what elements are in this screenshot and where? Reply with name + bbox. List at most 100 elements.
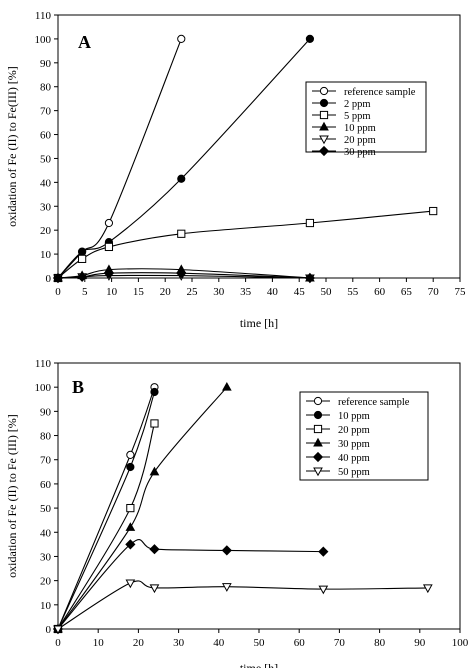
y-tick-label: 50 (40, 503, 52, 515)
plot-frame (57, 14, 461, 279)
data-point (77, 271, 88, 282)
series-40-ppm (52, 539, 329, 635)
legend-marker (318, 145, 330, 157)
data-point (176, 268, 187, 279)
data-point (103, 268, 115, 279)
x-tick-label: 10 (93, 637, 105, 649)
chart-panel-a: 0 5 10 15 20 25 30 35 40 45 50 55 60 65 70 75 0 10 20 30 40 5… (5, 10, 466, 330)
series-line (57, 386, 228, 630)
series-line (57, 272, 310, 279)
data-point (422, 584, 433, 594)
y-tick-label: 50 (40, 153, 52, 165)
x-tick-label: 75 (455, 286, 467, 298)
data-point (78, 247, 87, 256)
series-50-ppm (53, 579, 433, 635)
series-line (57, 268, 310, 279)
legend: reference sample 10 ppm 20 ppm 30 ppm 40 ppm… (299, 391, 429, 481)
legend-marker (313, 467, 323, 477)
y-tick-label: 100 (35, 34, 52, 46)
data-point (150, 387, 159, 397)
legend-marker (319, 86, 329, 96)
data-point (177, 229, 186, 238)
series-line (57, 210, 434, 279)
x-tick-label: 40 (267, 286, 279, 298)
series-2-ppm (53, 34, 315, 283)
data-point (52, 272, 64, 284)
series-line (57, 391, 156, 630)
legend-marker (319, 135, 329, 145)
y-axis-label: oxidation of Fe (II) to Fe(III) [%] (5, 66, 19, 227)
y-tick-label: 100 (35, 382, 52, 394)
y-tick-label: 80 (40, 431, 52, 443)
data-point (221, 583, 232, 592)
data-point (125, 579, 136, 589)
x-tick-label: 60 (294, 637, 306, 649)
legend-marker (319, 121, 329, 131)
data-point (104, 218, 114, 228)
x-tick-label: 80 (374, 637, 386, 649)
legend-label: 10 ppm (338, 411, 370, 422)
y-tick-label: 80 (40, 82, 52, 94)
panel-label: A (78, 32, 91, 52)
legend-label: 5 ppm (344, 111, 371, 122)
x-tick-label: 25 (187, 286, 199, 298)
legend-label: 20 ppm (338, 425, 370, 436)
y-tick-label: 90 (40, 58, 52, 70)
data-point (125, 522, 136, 531)
x-axis-label: time [h] (240, 661, 278, 668)
legend-box (299, 391, 429, 481)
data-point (305, 34, 315, 44)
series-10-ppm (53, 387, 159, 634)
data-point (305, 218, 315, 228)
x-tick-label: 60 (374, 286, 386, 298)
data-point (318, 585, 329, 595)
y-tick-label: 30 (40, 551, 52, 563)
y-tick-label: 20 (40, 576, 52, 588)
x-tick-label: 20 (133, 637, 145, 649)
data-point (104, 242, 114, 252)
x-tick-label: 10 (106, 286, 118, 298)
series-30-ppm (52, 268, 316, 284)
data-point (149, 544, 160, 555)
legend-marker (312, 451, 324, 463)
data-point (126, 462, 135, 472)
legend-label: 10 ppm (344, 123, 376, 134)
series-line (57, 580, 428, 630)
x-tick-label: 35 (240, 286, 252, 298)
data-point (126, 503, 135, 513)
y-axis-label: oxidation of Fe (II) to Fe (III) [%] (5, 414, 19, 578)
legend-marker (319, 98, 329, 108)
y-tick-label: 60 (40, 479, 52, 491)
data-point (177, 174, 186, 183)
legend-label: 30 ppm (344, 147, 376, 158)
legend-marker (313, 410, 323, 420)
data-point (429, 206, 438, 216)
legend-label: 20 ppm (344, 135, 376, 146)
data-point (221, 545, 232, 556)
x-tick-label: 55 (347, 286, 359, 298)
legend-label: 50 ppm (338, 467, 370, 478)
legend-marker (313, 396, 323, 406)
series-line (57, 539, 324, 630)
panel-label: B (72, 377, 84, 397)
legend-marker (319, 110, 329, 120)
series-line (57, 38, 311, 279)
y-tick-label: 30 (40, 201, 52, 213)
legend-label: 2 ppm (344, 99, 371, 110)
x-tick-label: 5 (82, 286, 88, 298)
data-point (78, 254, 87, 263)
legend-label: 40 ppm (338, 453, 370, 464)
data-point (177, 34, 186, 44)
x-tick-label: 0 (55, 286, 61, 298)
y-tick-label: 0 (46, 624, 52, 636)
x-axis-label: time [h] (240, 316, 278, 330)
y-tick-label: 40 (40, 177, 52, 189)
data-point (150, 419, 159, 428)
x-tick-label: 50 (254, 637, 266, 649)
series-reference-sample (53, 383, 159, 634)
data-point (53, 625, 63, 635)
y-tick-label: 110 (35, 10, 52, 22)
data-point (125, 539, 136, 550)
